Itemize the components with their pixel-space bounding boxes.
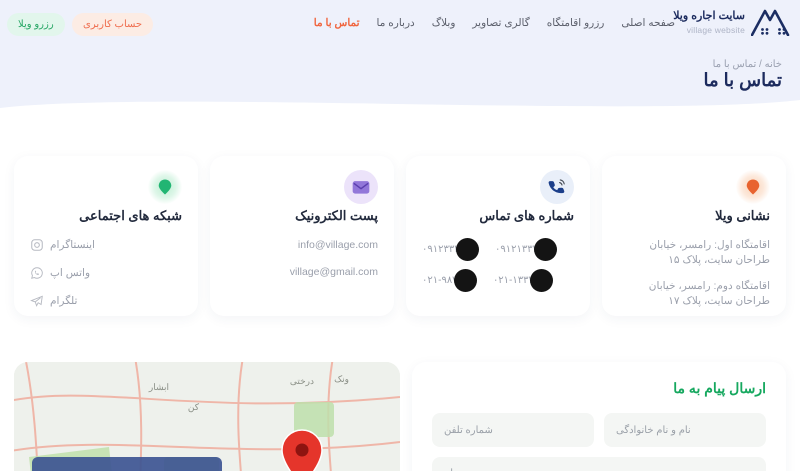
svg-text:ونک: ونک bbox=[334, 374, 349, 385]
svg-text:ابشار: ابشار bbox=[148, 382, 169, 393]
svg-text:کن: کن bbox=[188, 402, 200, 413]
svg-text:درختی: درختی bbox=[290, 376, 314, 387]
